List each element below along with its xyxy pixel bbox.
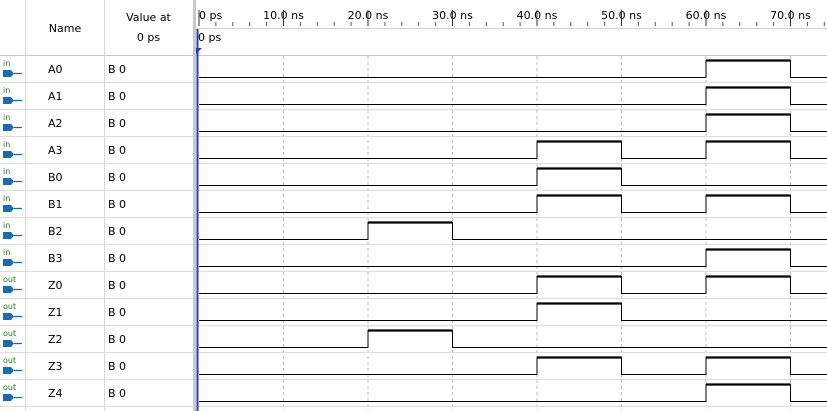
signal-value: B 0 bbox=[108, 63, 127, 76]
pin-direction-label: in bbox=[3, 194, 11, 203]
column-divider bbox=[25, 0, 26, 411]
signal-name: A1 bbox=[48, 90, 63, 103]
signal-name: B2 bbox=[48, 225, 63, 238]
waveform-b2 bbox=[199, 222, 827, 240]
pin-direction-label: in bbox=[3, 140, 11, 149]
signal-row-z4[interactable]: out Z4 B 0 bbox=[0, 380, 193, 407]
signal-value: B 0 bbox=[108, 198, 127, 211]
signal-value: B 0 bbox=[108, 225, 127, 238]
signal-value: B 0 bbox=[108, 90, 127, 103]
input-pin-icon: in bbox=[3, 167, 22, 186]
pin-direction-label: out bbox=[3, 383, 17, 392]
input-pin-icon: in bbox=[3, 59, 22, 78]
pin-direction-label: in bbox=[3, 86, 11, 95]
signal-value: B 0 bbox=[108, 360, 127, 373]
input-pin-icon: in bbox=[3, 140, 22, 159]
signal-name: Z2 bbox=[48, 333, 63, 346]
signal-name: B0 bbox=[48, 171, 63, 184]
pin-direction-label: in bbox=[3, 59, 11, 68]
input-pin-icon: in bbox=[3, 221, 22, 240]
waveform-b1 bbox=[199, 195, 827, 213]
cursor-time-label: 0 ps bbox=[198, 31, 221, 44]
waveform-b3 bbox=[199, 249, 827, 267]
signal-row-a3[interactable]: in A3 B 0 bbox=[0, 137, 193, 164]
waveform-a3 bbox=[199, 141, 827, 159]
signal-name: Z0 bbox=[48, 279, 63, 292]
waveform-a1 bbox=[199, 87, 827, 105]
name-column-header[interactable]: Name bbox=[26, 0, 104, 56]
output-pin-icon: out bbox=[3, 302, 22, 321]
signal-name: Z4 bbox=[48, 387, 63, 400]
signal-value: B 0 bbox=[108, 333, 127, 346]
signal-value: B 0 bbox=[108, 279, 127, 292]
waveform-z4 bbox=[199, 384, 827, 402]
column-divider bbox=[104, 0, 105, 411]
pin-direction-label: out bbox=[3, 275, 17, 284]
signal-name: Z3 bbox=[48, 360, 63, 373]
signal-name: Z1 bbox=[48, 306, 63, 319]
output-pin-icon: out bbox=[3, 329, 22, 348]
signal-value: B 0 bbox=[108, 306, 127, 319]
time-ruler bbox=[196, 0, 827, 28]
header-divider bbox=[0, 55, 193, 56]
value-column-header[interactable]: Value at 0 ps bbox=[104, 0, 193, 56]
pin-direction-label: in bbox=[3, 221, 11, 230]
value-column-label-line1: Value at bbox=[126, 11, 171, 24]
signal-value: B 0 bbox=[108, 171, 127, 184]
waveform-z3 bbox=[199, 357, 827, 375]
signal-row-z3[interactable]: out Z3 B 0 bbox=[0, 353, 193, 380]
signal-row-b3[interactable]: in B3 B 0 bbox=[0, 245, 193, 272]
input-pin-icon: in bbox=[3, 113, 22, 132]
signal-row-z2[interactable]: out Z2 B 0 bbox=[0, 326, 193, 353]
signal-row-b2[interactable]: in B2 B 0 bbox=[0, 218, 193, 245]
signal-name: B3 bbox=[48, 252, 63, 265]
signal-row-a0[interactable]: in A0 B 0 bbox=[0, 56, 193, 83]
output-pin-icon: out bbox=[3, 356, 22, 375]
pin-direction-label: in bbox=[3, 167, 11, 176]
signal-name: A0 bbox=[48, 63, 63, 76]
signal-row-b1[interactable]: in B1 B 0 bbox=[0, 191, 193, 218]
output-pin-icon: out bbox=[3, 383, 22, 402]
time-tick-label: 0 ps bbox=[199, 9, 222, 22]
pin-direction-label: in bbox=[3, 113, 11, 122]
waveform-b0 bbox=[199, 168, 827, 186]
name-column-label: Name bbox=[48, 21, 82, 35]
pin-direction-label: out bbox=[3, 356, 17, 365]
signal-name: A2 bbox=[48, 117, 63, 130]
signal-row-b0[interactable]: in B0 B 0 bbox=[0, 164, 193, 191]
pin-direction-label: in bbox=[3, 248, 11, 257]
signal-name: B1 bbox=[48, 198, 63, 211]
signal-value: B 0 bbox=[108, 387, 127, 400]
waveform-z2 bbox=[199, 330, 827, 348]
pane-splitter[interactable] bbox=[193, 0, 196, 411]
signal-row-z1[interactable]: out Z1 B 0 bbox=[0, 299, 193, 326]
waveform-z1 bbox=[199, 303, 827, 321]
input-pin-icon: in bbox=[3, 194, 22, 213]
time-cursor-flag[interactable] bbox=[196, 48, 202, 54]
waveform-a2 bbox=[199, 114, 827, 132]
input-pin-icon: in bbox=[3, 248, 22, 267]
output-pin-icon: out bbox=[3, 275, 22, 294]
pin-direction-label: out bbox=[3, 329, 17, 338]
signal-value: B 0 bbox=[108, 252, 127, 265]
signal-value: B 0 bbox=[108, 144, 127, 157]
pin-direction-label: out bbox=[3, 302, 17, 311]
signal-row-a1[interactable]: in A1 B 0 bbox=[0, 83, 193, 110]
waveform-view[interactable]: 0 ps 10.0 ns 20.0 ns 30.0 ns 40.0 ns 50.0 ns 6… bbox=[196, 0, 827, 411]
signal-name: A3 bbox=[48, 144, 63, 157]
signal-value: B 0 bbox=[108, 117, 127, 130]
signal-row-z0[interactable]: out Z0 B 0 bbox=[0, 272, 193, 299]
value-column-label-line2: 0 ps bbox=[136, 31, 161, 44]
signal-row-a2[interactable]: in A2 B 0 bbox=[0, 110, 193, 137]
input-pin-icon: in bbox=[3, 86, 22, 105]
waveform-a0 bbox=[199, 60, 827, 78]
waveform-z0 bbox=[199, 276, 827, 294]
signal-list-panel: Name Value at 0 ps in A0 B 0 in A1 B 0 in A2 B 0… bbox=[0, 0, 193, 411]
